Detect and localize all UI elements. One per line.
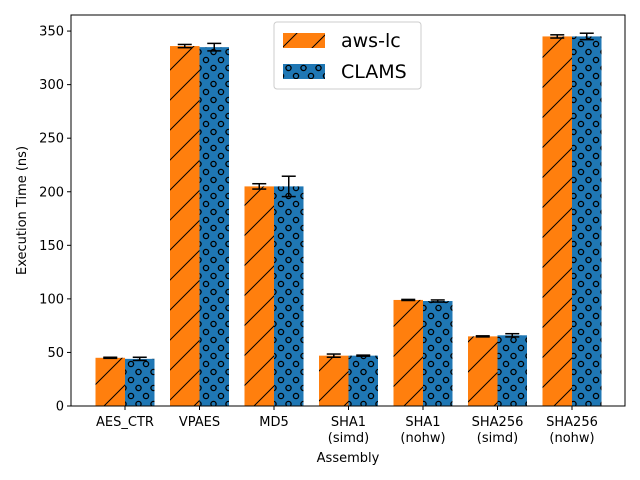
x-tick-label: SHA1 (nohw)	[400, 415, 445, 446]
y-tick-label: 0	[56, 400, 64, 415]
bar-hatch-clams-6	[572, 36, 602, 407]
y-axis-label: Execution Time (ns)	[15, 146, 30, 275]
error-bar-clams-4	[430, 299, 445, 303]
bar-hatch-aws-lc-0	[95, 357, 125, 406]
bar-hatch-aws-lc-6	[542, 36, 572, 407]
y-tick-label: 100	[39, 292, 64, 307]
error-bar-aws-lc-2	[252, 182, 267, 190]
x-tick-label: MD5	[259, 415, 289, 430]
x-tick-label: VPAES	[179, 415, 220, 430]
x-tick-label: SHA1 (simd)	[328, 415, 369, 446]
bar-hatch-clams-0	[125, 358, 155, 406]
legend: aws-lc CLAMS	[273, 21, 422, 90]
bar-hatch-aws-lc-2	[244, 186, 274, 406]
error-bar-aws-lc-3	[326, 353, 341, 359]
y-tick-label: 50	[47, 346, 64, 361]
bar-hatch-clams-2	[274, 186, 304, 406]
bar-hatch-aws-lc-3	[319, 355, 349, 406]
error-bar-clams-6	[579, 32, 594, 41]
error-bar-clams-1	[207, 42, 222, 52]
plot-area	[95, 32, 602, 407]
error-bar-aws-lc-5	[475, 335, 490, 338]
error-bar-aws-lc-4	[401, 298, 416, 302]
error-bar-aws-lc-0	[103, 356, 118, 360]
error-bar-aws-lc-6	[550, 34, 565, 39]
error-bar-clams-0	[132, 356, 147, 362]
y-tick-label: 350	[39, 25, 64, 40]
error-bar-clams-5	[505, 332, 520, 338]
bar-hatch-aws-lc-1	[170, 46, 200, 406]
bar-hatch-aws-lc-4	[393, 299, 423, 406]
y-tick-label: 200	[39, 185, 64, 200]
error-bar-aws-lc-1	[177, 43, 192, 49]
bar-hatch-aws-lc-5	[468, 336, 498, 406]
bar-hatch-clams-5	[497, 335, 527, 406]
legend-swatch-hatch-aws-lc	[283, 33, 325, 48]
legend-label-aws-lc: aws-lc	[341, 30, 401, 52]
y-tick-label: 150	[39, 239, 64, 254]
bar-hatch-clams-1	[199, 47, 229, 406]
legend-swatch-hatch-clams	[283, 64, 325, 79]
legend-label-clams: CLAMS	[341, 61, 407, 83]
bar-hatch-clams-3	[348, 355, 378, 406]
axes: 0 50 100 150 200 250 300 350 AES_CTR VPAES MD5 SHA1…	[39, 25, 598, 446]
y-tick-label: 250	[39, 132, 64, 147]
x-axis-label: Assembly	[317, 451, 380, 466]
y-tick-label: 300	[39, 78, 64, 93]
x-tick-label: SHA256 (simd)	[472, 415, 524, 446]
x-tick-label: SHA256 (nohw)	[546, 415, 598, 446]
bar-hatch-clams-4	[423, 301, 453, 406]
error-bar-clams-2	[281, 175, 296, 198]
error-bar-clams-3	[356, 354, 371, 357]
x-tick-label: AES_CTR	[96, 415, 154, 430]
